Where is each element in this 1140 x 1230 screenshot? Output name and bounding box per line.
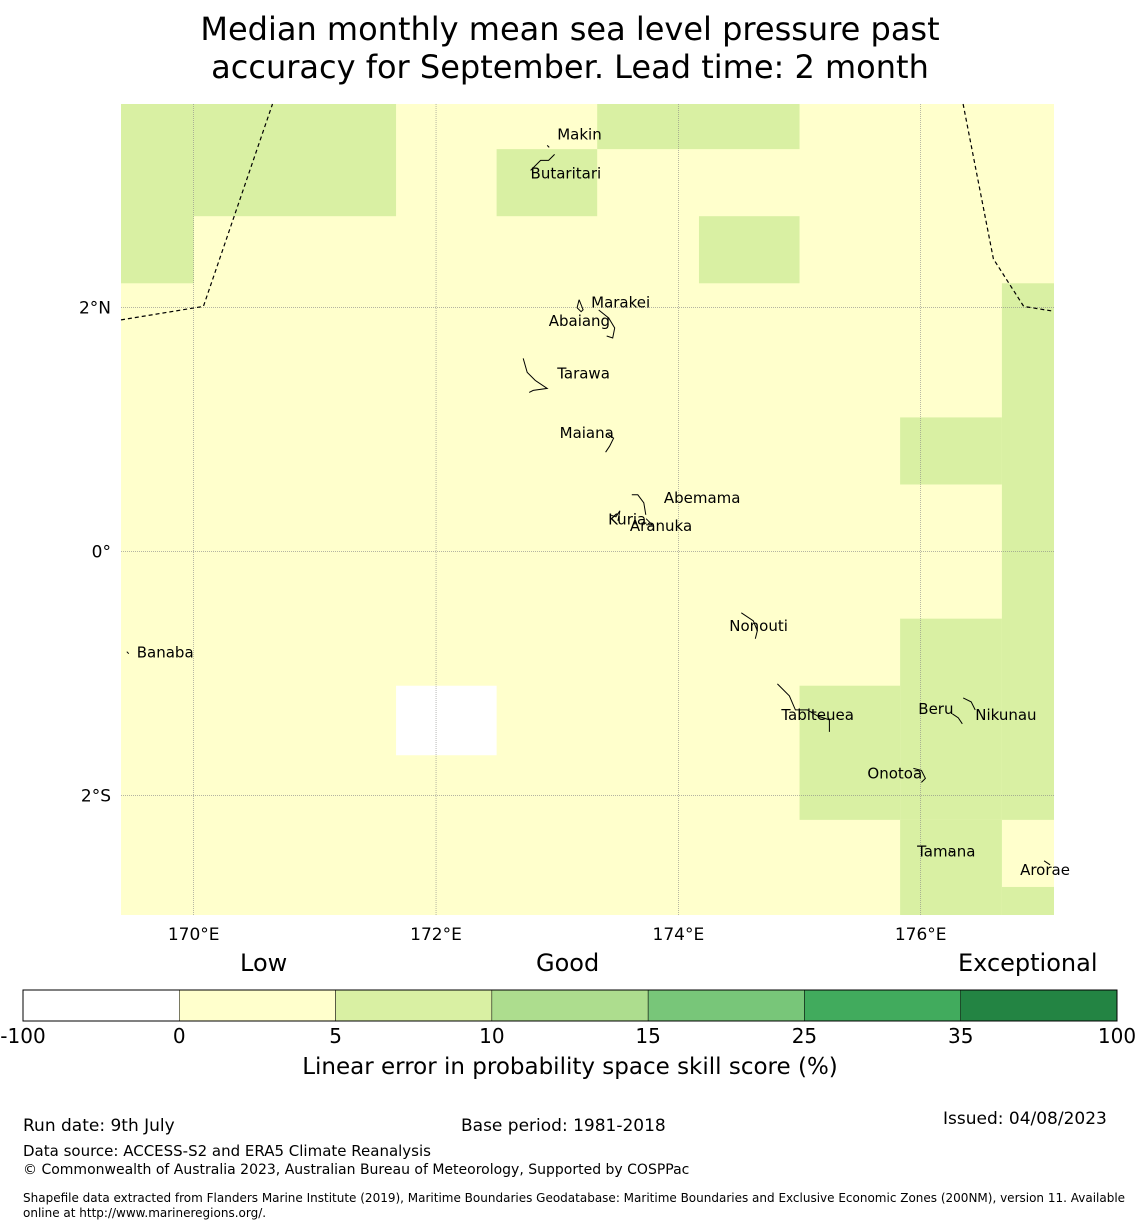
map-title: Median monthly mean sea level pressure p…	[0, 10, 1140, 86]
island-outline	[741, 612, 758, 639]
colorbar-bin	[960, 989, 1118, 1022]
island-outline	[126, 651, 130, 655]
island-outline	[609, 510, 621, 521]
colorbar-tick: 25	[791, 1024, 818, 1048]
skill-cell	[900, 417, 1002, 485]
island-label: Aranuka	[630, 517, 692, 535]
title-line-2: accuracy for September. Lead time: 2 mon…	[211, 48, 929, 86]
run-date: Run date: 9th July	[23, 1116, 175, 1136]
lon-tick-label: 174°E	[653, 925, 705, 945]
lat-tick-label: 2°S	[81, 786, 111, 806]
colorbar-tick: 5	[329, 1024, 342, 1048]
colorbar-bin	[491, 989, 649, 1022]
data-source: Data source: ACCESS-S2 and ERA5 Climate …	[23, 1142, 431, 1160]
island-outline	[546, 145, 550, 148]
colorbar-tick: 0	[172, 1024, 186, 1048]
shapefile-credit: Shapefile data extracted from Flanders M…	[23, 1191, 1126, 1220]
skill-cell	[396, 685, 497, 756]
island-label: Tabiteuea	[780, 706, 854, 724]
issued-date: Issued: 04/08/2023	[943, 1109, 1107, 1129]
lon-tick-label: 172°E	[410, 925, 462, 945]
skill-cell	[121, 104, 194, 284]
island-label: Nonouti	[729, 617, 788, 635]
colorbar-bin	[22, 989, 180, 1022]
legend-heading-low: Low	[240, 949, 288, 977]
lat-tick-label: 0°	[92, 543, 111, 563]
island-label: Maiana	[560, 424, 614, 442]
skill-cell	[900, 618, 1002, 820]
skill-cell	[698, 216, 800, 284]
lon-tick-label: 170°E	[168, 925, 220, 945]
island-label: Abaiang	[549, 312, 610, 330]
colorbar-tick: 15	[635, 1024, 661, 1048]
island-label: Arorae	[1020, 861, 1070, 879]
island-outline	[962, 697, 976, 711]
island-outline	[1043, 860, 1051, 866]
island-label: Tamana	[916, 842, 975, 860]
lon-tick-label: 176°E	[895, 925, 947, 945]
island-outline	[530, 154, 555, 171]
island-label: Butaritari	[531, 164, 602, 182]
map-panel: 170°E 172°E 174°E 176°E 2°N 0° 2°S Makin Butarit…	[79, 103, 1070, 945]
island-label: Abemama	[664, 489, 741, 507]
island-outline	[605, 433, 615, 453]
island-outline	[913, 767, 927, 783]
island-outline	[948, 850, 954, 853]
legend-heading-good: Good	[536, 949, 600, 977]
skill-cell	[799, 685, 901, 820]
colorbar	[22, 989, 1118, 1022]
island-label: Tarawa	[556, 364, 610, 382]
colorbar-tick: 35	[947, 1024, 974, 1048]
colorbar-bin	[179, 989, 336, 1022]
island-label: Banaba	[137, 644, 194, 662]
island-outline	[576, 299, 584, 313]
legend-heading-exceptional: Exceptional	[958, 949, 1098, 977]
colorbar-frame	[22, 989, 1118, 1022]
colorbar-tick: 100	[1097, 1024, 1137, 1048]
skill-cell	[1001, 886, 1054, 915]
skill-cell	[900, 819, 1002, 915]
island-label: Onotoa	[867, 764, 922, 782]
island-label: Beru	[918, 700, 953, 718]
eez-boundary-line	[962, 103, 1055, 312]
island-outline	[598, 309, 616, 339]
skill-cell	[496, 149, 598, 217]
island-label: Kuria	[608, 511, 646, 529]
colorbar-label: Linear error in probability space skill …	[302, 1054, 838, 1080]
island-label: Nikunau	[975, 706, 1036, 724]
eez-boundary-line	[120, 103, 274, 321]
island-outline	[645, 518, 654, 526]
lat-tick-label: 2°N	[79, 299, 111, 319]
island-outline	[631, 494, 647, 515]
colorbar-tick: -100	[0, 1024, 46, 1048]
island-outline	[952, 713, 963, 725]
island-label: Marakei	[591, 294, 650, 312]
colorbar-bin	[804, 989, 961, 1022]
island-outline	[777, 683, 830, 732]
copyright-notice: © Commonwealth of Australia 2023, Austra…	[23, 1162, 690, 1178]
title-line-1: Median monthly mean sea level pressure p…	[200, 10, 940, 48]
colorbar-bin	[647, 989, 805, 1022]
island-label: Makin	[557, 125, 602, 143]
skill-cell	[597, 104, 800, 150]
island-outline	[522, 358, 549, 393]
colorbar-tick: 10	[479, 1024, 505, 1048]
base-period: Base period: 1981-2018	[461, 1116, 666, 1136]
skill-cell	[193, 104, 397, 217]
colorbar-bin	[335, 989, 493, 1022]
